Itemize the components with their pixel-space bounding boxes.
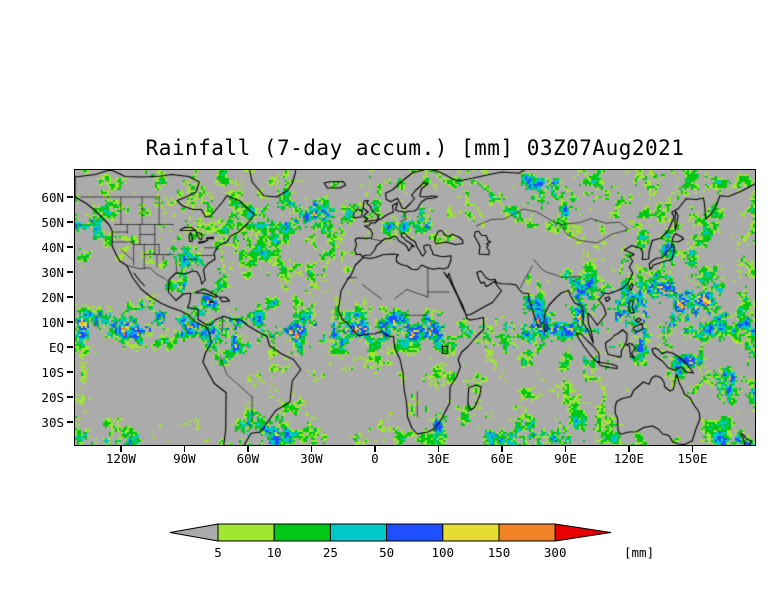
lat-tick-label: 30N bbox=[41, 264, 64, 280]
lat-tick bbox=[67, 321, 73, 323]
legend-threshold-label: 25 bbox=[323, 545, 338, 560]
lon-tick-label: 30E bbox=[427, 451, 450, 466]
color-legend: 5 10 25 50 100 150 300 [mm] bbox=[169, 523, 654, 560]
legend-threshold-label: 100 bbox=[432, 545, 455, 560]
lon-tick bbox=[501, 446, 503, 452]
lon-tick bbox=[437, 446, 440, 452]
lat-tick bbox=[67, 396, 73, 398]
lat-tick-label: 10S bbox=[41, 364, 64, 380]
lat-tick-label: 10N bbox=[41, 314, 64, 330]
plot-title: Rainfall (7-day accum.) [mm] 03Z07Aug202… bbox=[145, 136, 685, 160]
lon-tick-label: 90E bbox=[554, 451, 577, 466]
lat-tick bbox=[67, 421, 73, 423]
rainfall-field-canvas bbox=[75, 170, 755, 445]
legend-threshold-label: 5 bbox=[214, 545, 222, 560]
lat-tick bbox=[67, 296, 73, 298]
lon-tick-label: 90W bbox=[173, 451, 196, 466]
lon-tick bbox=[374, 446, 376, 452]
legend-bin bbox=[273, 523, 331, 542]
legend-bin bbox=[442, 523, 500, 542]
lon-tick bbox=[691, 446, 694, 452]
legend-threshold-label: 10 bbox=[267, 545, 282, 560]
legend-bin bbox=[217, 523, 275, 542]
lon-tick bbox=[564, 446, 567, 452]
lon-tick bbox=[120, 446, 122, 452]
legend-threshold-label: 50 bbox=[379, 545, 394, 560]
lat-tick-label: EQ bbox=[48, 339, 64, 355]
legend-units-label: [mm] bbox=[624, 545, 654, 560]
lat-tick bbox=[67, 221, 73, 223]
lat-tick-label: 20N bbox=[41, 289, 64, 305]
lat-tick-label: 50N bbox=[41, 214, 64, 230]
lat-tick-label: 30S bbox=[41, 414, 64, 430]
lat-tick bbox=[67, 371, 73, 373]
lat-tick bbox=[67, 346, 73, 348]
lat-tick bbox=[67, 246, 73, 248]
legend-above-arrow bbox=[554, 523, 612, 542]
lon-tick bbox=[247, 446, 249, 452]
legend-below-arrow bbox=[169, 523, 219, 542]
legend-threshold-label: 150 bbox=[488, 545, 511, 560]
legend-bin bbox=[498, 523, 556, 542]
lon-tick-label: 30W bbox=[300, 451, 323, 466]
lon-tick bbox=[628, 446, 630, 452]
lat-tick bbox=[67, 196, 73, 198]
lon-tick-label: 120W bbox=[105, 451, 136, 466]
lat-tick-label: 40N bbox=[41, 239, 64, 255]
lat-tick-label: 60N bbox=[41, 189, 64, 205]
lon-tick-label: 150E bbox=[677, 451, 708, 466]
lon-tick bbox=[310, 446, 313, 452]
lon-tick bbox=[183, 446, 186, 452]
lon-tick-label: 0 bbox=[371, 451, 379, 466]
lon-tick-label: 120E bbox=[613, 451, 644, 466]
lon-tick-label: 60E bbox=[490, 451, 514, 466]
lat-tick bbox=[67, 271, 73, 273]
legend-threshold-label: 300 bbox=[544, 545, 567, 560]
lat-tick-label: 20S bbox=[41, 389, 64, 405]
lon-tick-label: 60W bbox=[236, 451, 260, 466]
legend-bin bbox=[329, 523, 388, 542]
legend-bin bbox=[386, 523, 444, 542]
